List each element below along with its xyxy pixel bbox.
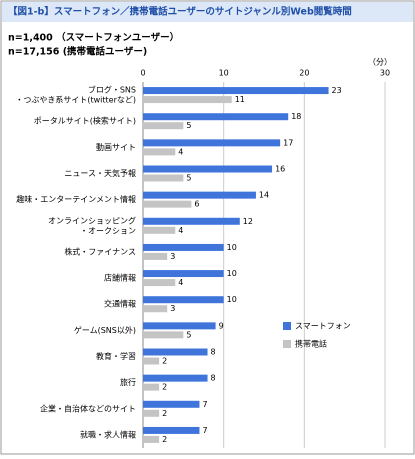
y-tick-label: 動画サイト (96, 143, 136, 152)
bar (143, 374, 208, 382)
value-label: 2 (162, 409, 167, 418)
bar (143, 252, 168, 260)
chart-title: 【図1-b】スマートフォン／携帯電話ユーザーのサイトジャンル別Web閲覧時間 (8, 6, 352, 18)
bar (143, 113, 289, 121)
value-label: 3 (170, 304, 175, 313)
bar (143, 296, 224, 304)
y-tick-label: 就職・求人情報 (80, 429, 136, 439)
bar (143, 426, 200, 434)
bar (143, 165, 273, 173)
value-label: 4 (178, 147, 183, 156)
value-label: 8 (211, 374, 216, 383)
y-tick-label: 旅行 (120, 377, 136, 387)
y-tick-label: 交通情報 (104, 299, 136, 309)
value-label: 10 (227, 295, 237, 304)
bar (143, 191, 256, 199)
value-label: 9 (219, 321, 224, 330)
y-tick-label: ゲーム(SNS以外) (74, 325, 136, 335)
subtitle: n=17,156 (携帯電話ユーザー) (8, 46, 147, 58)
value-label: 11 (235, 95, 245, 104)
bar (143, 96, 232, 104)
y-tick-label: ニュース・天気予報 (64, 168, 136, 178)
value-label: 16 (275, 165, 285, 174)
value-label: 4 (178, 226, 183, 235)
value-label: 4 (178, 278, 183, 287)
y-tick-label: オンラインショッピング (48, 215, 136, 225)
value-label: 5 (186, 330, 191, 339)
unit-label: （分） (368, 58, 392, 67)
value-label: 23 (332, 86, 342, 95)
value-label: 14 (259, 191, 269, 200)
x-tick-label: 10 (219, 69, 229, 78)
bar (143, 243, 224, 251)
bar (143, 200, 192, 208)
value-label: 7 (202, 426, 207, 435)
bar (143, 305, 168, 313)
legend-swatch (283, 340, 291, 348)
y-tick-label: 株式・ファイナンス (64, 246, 136, 256)
bar (143, 217, 240, 225)
bar (143, 279, 176, 287)
bar (143, 348, 208, 356)
bar (143, 270, 224, 278)
legend-label: スマートフォン (295, 322, 351, 331)
value-label: 7 (202, 400, 207, 409)
legend-swatch (283, 322, 291, 330)
bar (143, 357, 160, 365)
value-label: 5 (186, 121, 191, 130)
bar (143, 122, 184, 130)
bar (143, 322, 216, 330)
y-tick-label: 企業・自治体などのサイト (40, 403, 136, 413)
value-label: 2 (162, 435, 167, 444)
y-tick-label: ポータルサイト(検索サイト) (34, 116, 136, 126)
x-tick-label: 20 (299, 69, 309, 78)
bar (143, 226, 176, 234)
bar (143, 139, 281, 147)
bar (143, 400, 200, 408)
y-tick-label: 教育・学習 (96, 351, 136, 361)
y-tick-label: ブログ・SNS (88, 85, 136, 95)
bar (143, 174, 184, 182)
subtitle: n=1,400 （スマートフォンユーザー） (8, 32, 179, 44)
value-label: 2 (162, 383, 167, 392)
title-band (2, 2, 413, 22)
bar (143, 383, 160, 391)
y-tick-label: 店舗情報 (104, 273, 136, 283)
value-label: 2 (162, 357, 167, 366)
y-tick-label: 趣味・エンターテインメント情報 (16, 194, 136, 204)
legend-label: 携帯電話 (295, 339, 327, 349)
bar (143, 331, 184, 339)
value-label: 12 (243, 217, 253, 226)
value-label: 10 (227, 269, 237, 278)
bar (143, 148, 176, 156)
value-label: 8 (211, 348, 216, 357)
value-label: 17 (283, 138, 293, 147)
value-label: 6 (194, 200, 199, 209)
value-label: 5 (186, 174, 191, 183)
value-label: 18 (291, 112, 301, 121)
x-tick-label: 0 (140, 69, 145, 78)
bar (143, 409, 160, 417)
value-label: 10 (227, 243, 237, 252)
y-tick-label: ・オークション (80, 226, 136, 235)
bar (143, 435, 160, 443)
bar (143, 87, 329, 95)
y-tick-label: ・つぶやき系サイト(twitterなど) (15, 95, 136, 105)
value-label: 3 (170, 252, 175, 261)
x-tick-label: 30 (380, 69, 390, 78)
